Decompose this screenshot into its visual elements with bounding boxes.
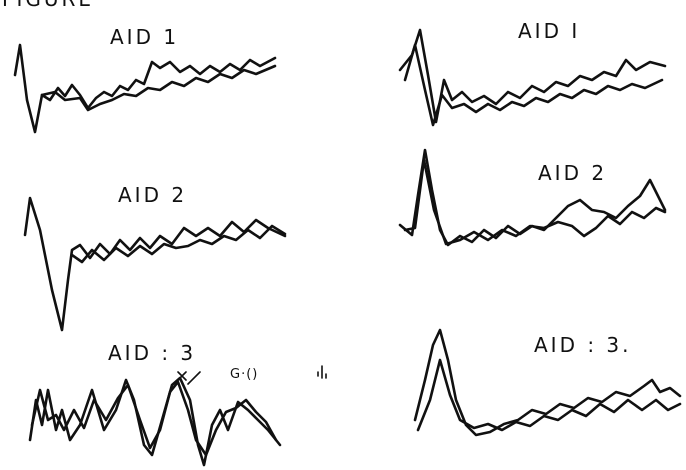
panel-label: AID 2	[538, 161, 607, 185]
panel-label: AID I	[518, 19, 580, 43]
page: FIGURE AID 1 AID I AID 2 AID 2 AID : 3 G…	[0, 0, 686, 470]
panel-label: AID 2	[118, 183, 187, 207]
panel-label: AID 1	[110, 25, 179, 49]
figure: FIGURE AID 1 AID I AID 2 AID 2 AID : 3 G…	[0, 0, 686, 470]
panel-label: AID : 3	[108, 341, 196, 365]
annotation: G·()	[230, 367, 258, 382]
figure-title: FIGURE	[2, 0, 94, 11]
panel-label: AID : 3.	[534, 333, 632, 357]
